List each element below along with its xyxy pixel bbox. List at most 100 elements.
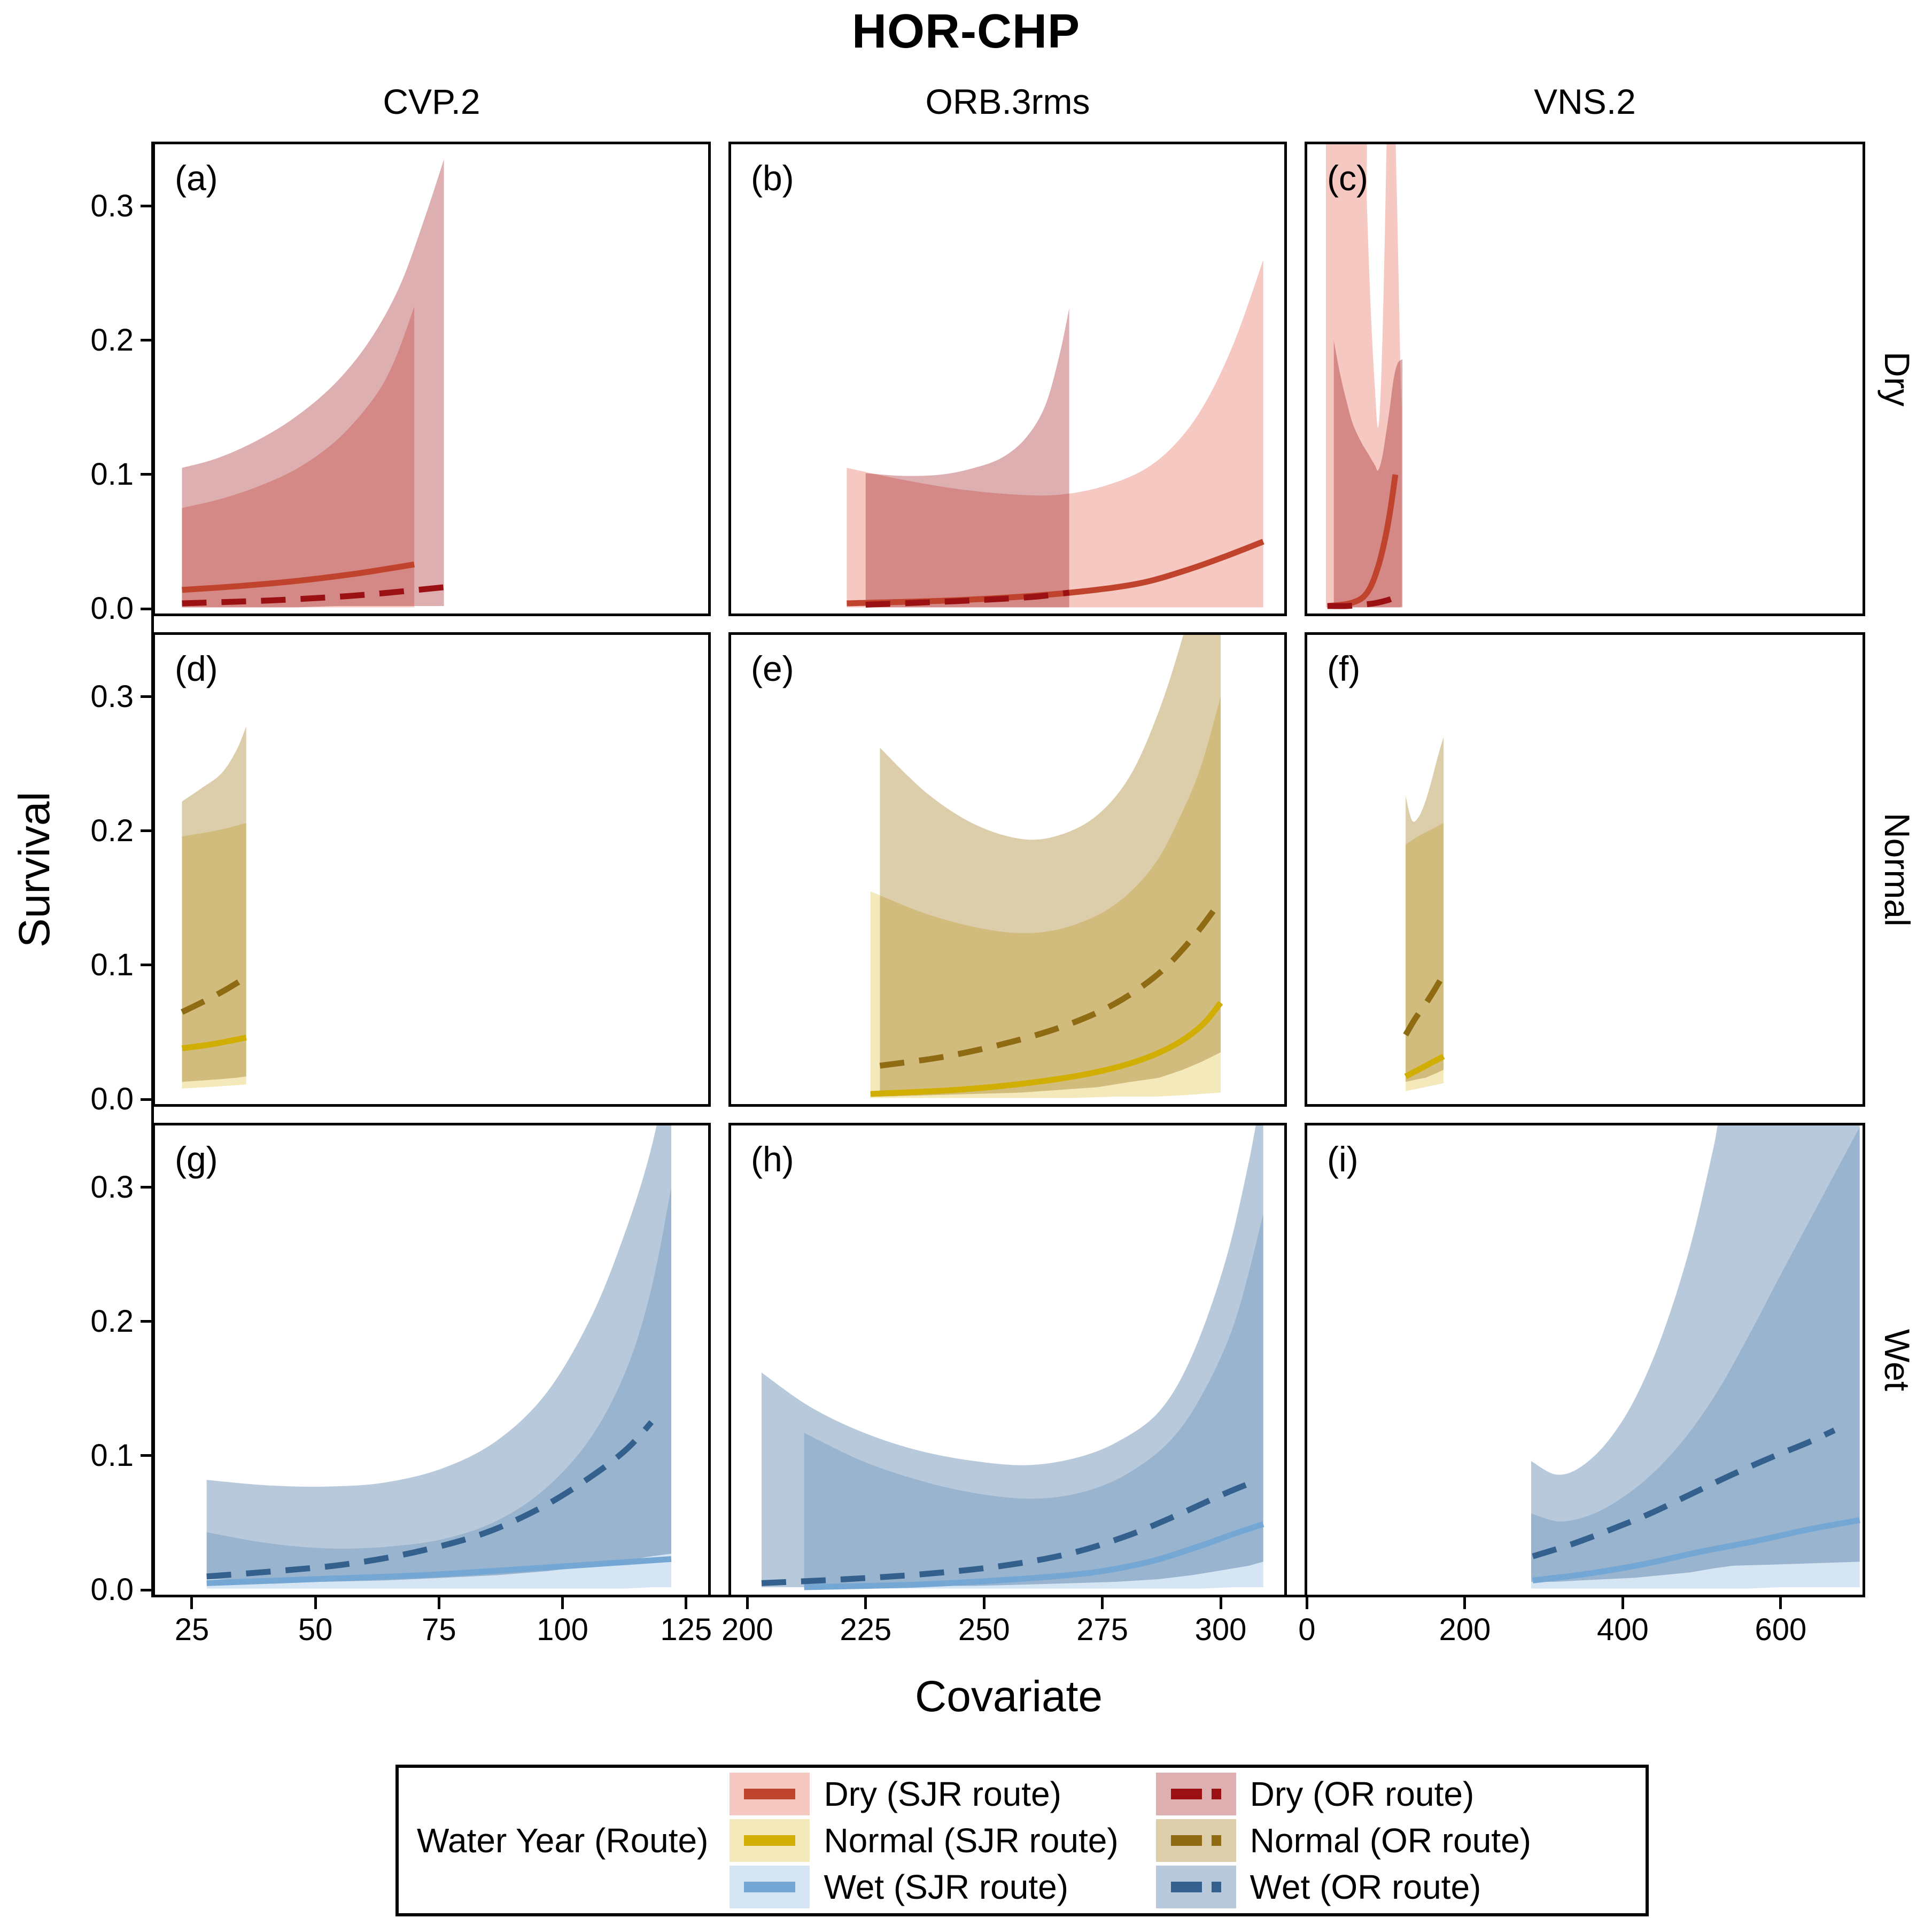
col-header-orb-3rms: ORB.3rms [925, 82, 1090, 121]
x-tickmark [1219, 1597, 1222, 1609]
y-tick-label: 0.1 [90, 456, 134, 492]
legend-key-normal_sjr [730, 1819, 810, 1862]
y-tick-label: 0.3 [90, 679, 134, 714]
x-tickmark [190, 1597, 193, 1609]
y-tick-label: 0.0 [90, 1082, 134, 1116]
row-label-normal: Normal [1877, 812, 1917, 927]
legend-dash-short [1211, 1835, 1221, 1846]
legend-item-wet_or: Wet (OR route) [1155, 1866, 1531, 1908]
ribbon-normal_sjr [182, 822, 246, 1089]
panel-border [1305, 142, 1865, 616]
line-wet_sjr [804, 1521, 1264, 1590]
y-tick-label: 0.0 [90, 1572, 134, 1607]
legend-title: Water Year (Route) [417, 1821, 709, 1860]
x-tick-label: 25 [174, 1612, 210, 1647]
ribbon-dry_sjr [182, 307, 415, 608]
x-tick-label: 50 [298, 1612, 333, 1647]
panel-border [1305, 632, 1865, 1107]
legend-dash-short [1211, 1882, 1221, 1892]
y-tickmark [141, 1588, 152, 1591]
x-tickmark [1463, 1597, 1467, 1609]
y-tickmark [141, 1186, 152, 1189]
row-label-dry: Dry [1877, 351, 1917, 407]
col-header-cvp-2: CVP.2 [383, 82, 480, 121]
line-wet_or [761, 1477, 1260, 1586]
legend-dash-swatch [1156, 1789, 1236, 1799]
legend-column-sjr: Dry (SJR route) Normal (SJR route) Wet (SJ… [730, 1773, 1119, 1908]
legend-dash-swatch [1156, 1882, 1236, 1892]
legend-key-dry_or [1155, 1773, 1236, 1815]
x-tick-label: 225 [840, 1612, 892, 1647]
x-tickmark [1305, 1597, 1308, 1609]
x-tickmark [437, 1597, 440, 1609]
x-tickmark [314, 1597, 317, 1609]
line-dry_or [182, 584, 445, 607]
legend: Water Year (Route) Dry (SJR route) Normal… [395, 1765, 1649, 1916]
legend-dash-long [1170, 1882, 1202, 1892]
line-normal_sjr [1404, 1053, 1445, 1080]
line-wet_or [206, 1420, 654, 1580]
legend-solid-swatch [744, 1835, 796, 1846]
legend-item-normal_sjr: Normal (SJR route) [730, 1819, 1119, 1862]
panel-d: (d) [152, 632, 711, 1107]
panel-f: (f) [1305, 632, 1865, 1107]
panel-canvas-i [1305, 1123, 1865, 1597]
legend-dash-swatch [1156, 1835, 1236, 1846]
row-label-wet: Wet [1877, 1329, 1917, 1392]
legend-solid-swatch [744, 1882, 796, 1892]
legend-key-dry_sjr [730, 1773, 810, 1815]
panel-i: (i) [1305, 1123, 1865, 1597]
legend-dash-gap [1202, 1835, 1212, 1846]
x-tick-label: 250 [958, 1612, 1010, 1647]
y-tickmark [141, 1098, 152, 1101]
legend-dash-gap [1202, 1789, 1212, 1799]
line-dry_or [1327, 591, 1404, 609]
x-tickmark [685, 1597, 688, 1609]
legend-label-dry_or: Dry (OR route) [1250, 1775, 1475, 1813]
y-tickmark [141, 607, 152, 610]
y-tickmark [141, 829, 152, 833]
x-tickmark [561, 1597, 564, 1609]
panel-letter-h: (h) [751, 1139, 794, 1179]
line-normal_sjr [181, 1035, 247, 1052]
x-tickmark [746, 1597, 749, 1609]
x-tick-label: 200 [1439, 1612, 1491, 1647]
legend-dash-gap [1202, 1882, 1212, 1892]
x-tick-label: 200 [721, 1612, 773, 1647]
legend-items: Dry (SJR route) Normal (SJR route) Wet (SJ… [730, 1773, 1531, 1908]
ribbon-wet_sjr [804, 1214, 1263, 1589]
panel-canvas-h [728, 1123, 1287, 1597]
line-normal_sjr [870, 1000, 1223, 1097]
y-tickmark [141, 473, 152, 476]
panel-border [728, 142, 1287, 616]
legend-label-wet_sjr: Wet (SJR route) [824, 1868, 1069, 1906]
x-axis-line [152, 1595, 1865, 1597]
ribbon-dry_sjr [847, 260, 1263, 608]
x-tickmark [864, 1597, 867, 1609]
x-tick-label: 125 [660, 1612, 712, 1647]
y-tickmark [141, 695, 152, 698]
panel-border [728, 632, 1287, 1107]
ribbon-dry_sjr [1325, 142, 1402, 608]
x-tick-label: 400 [1597, 1612, 1649, 1647]
legend-label-normal_or: Normal (OR route) [1250, 1821, 1531, 1860]
legend-key-wet_sjr [730, 1866, 810, 1908]
ribbon-normal_sjr [870, 697, 1221, 1098]
x-tick-label: 300 [1194, 1612, 1247, 1647]
panel-letter-f: (f) [1327, 649, 1361, 688]
col-header-vns-2: VNS.2 [1534, 82, 1636, 121]
line-wet_sjr [206, 1556, 672, 1586]
panel-letter-a: (a) [175, 158, 218, 198]
line-normal_or [879, 905, 1219, 1069]
chart-title: HOR-CHP [852, 5, 1080, 58]
panel-a: (a) [152, 142, 711, 616]
panel-e: (e) [728, 632, 1287, 1107]
ribbon-wet_sjr [1531, 1127, 1860, 1589]
y-tick-label: 0.1 [90, 947, 134, 982]
y-axis-line [151, 142, 154, 1597]
panel-canvas-d [152, 632, 711, 1107]
y-tickmark [141, 1454, 152, 1457]
legend-item-dry_or: Dry (OR route) [1155, 1773, 1531, 1815]
x-tick-label: 100 [537, 1612, 588, 1647]
